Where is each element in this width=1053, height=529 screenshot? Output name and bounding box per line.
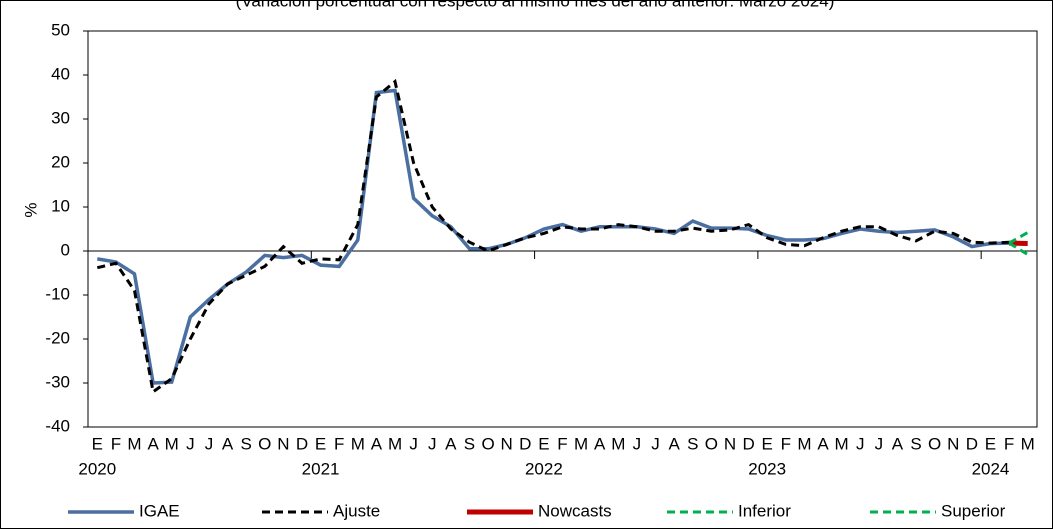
x-tick-label: N bbox=[277, 434, 289, 453]
legend-label: Superior bbox=[941, 501, 1006, 520]
series-line bbox=[97, 88, 1010, 385]
x-tick-label: A bbox=[892, 434, 904, 453]
x-tick-label: A bbox=[817, 434, 829, 453]
y-tick-label: 20 bbox=[51, 152, 70, 171]
x-tick-label: J bbox=[633, 434, 642, 453]
x-tick-label: F bbox=[111, 434, 121, 453]
x-tick-label: J bbox=[856, 434, 865, 453]
x-tick-label: J bbox=[186, 434, 195, 453]
x-tick-label: M bbox=[1021, 434, 1035, 453]
x-tick-label: S bbox=[687, 434, 698, 453]
x-tick-label: J bbox=[205, 434, 214, 453]
legend-label: Ajuste bbox=[333, 501, 380, 520]
x-tick-label: O bbox=[481, 434, 494, 453]
x-tick-label: O bbox=[258, 434, 271, 453]
x-tick-label: J bbox=[428, 434, 437, 453]
x-tick-label: O bbox=[928, 434, 941, 453]
x-group-label: 2022 bbox=[525, 459, 563, 478]
x-tick-label: E bbox=[762, 434, 773, 453]
x-tick-label: D bbox=[742, 434, 754, 453]
x-tick-label: O bbox=[705, 434, 718, 453]
x-tick-label: F bbox=[781, 434, 791, 453]
x-tick-label: E bbox=[92, 434, 103, 453]
x-tick-label: J bbox=[409, 434, 418, 453]
x-tick-label: D bbox=[519, 434, 531, 453]
x-tick-label: A bbox=[668, 434, 680, 453]
legend-label: IGAE bbox=[139, 501, 180, 520]
x-tick-label: M bbox=[388, 434, 402, 453]
legend-label: Inferior bbox=[738, 501, 791, 520]
x-tick-label: E bbox=[315, 434, 326, 453]
y-tick-label: -20 bbox=[45, 328, 70, 347]
x-tick-label: N bbox=[724, 434, 736, 453]
plot-border bbox=[87, 30, 1038, 428]
x-group-label: 2023 bbox=[748, 459, 786, 478]
x-tick-label: D bbox=[296, 434, 308, 453]
x-tick-label: A bbox=[222, 434, 234, 453]
y-axis-label: % bbox=[21, 202, 40, 217]
series-line bbox=[1008, 231, 1029, 245]
x-tick-label: F bbox=[334, 434, 344, 453]
y-tick-label: 30 bbox=[51, 108, 70, 127]
x-tick-label: M bbox=[835, 434, 849, 453]
x-tick-label: J bbox=[651, 434, 660, 453]
x-tick-label: S bbox=[464, 434, 475, 453]
legend-label: Nowcasts bbox=[538, 501, 612, 520]
x-tick-label: M bbox=[127, 434, 141, 453]
x-tick-label: A bbox=[594, 434, 606, 453]
x-tick-label: A bbox=[371, 434, 383, 453]
x-tick-label: F bbox=[557, 434, 567, 453]
x-group-label: 2024 bbox=[972, 459, 1010, 478]
y-tick-label: 50 bbox=[51, 20, 70, 39]
x-tick-label: M bbox=[165, 434, 179, 453]
x-tick-label: S bbox=[240, 434, 251, 453]
x-tick-label: M bbox=[611, 434, 625, 453]
x-tick-label: F bbox=[1004, 434, 1014, 453]
x-tick-label: E bbox=[985, 434, 996, 453]
y-tick-label: -10 bbox=[45, 284, 70, 303]
x-tick-label: J bbox=[875, 434, 884, 453]
x-tick-label: S bbox=[910, 434, 921, 453]
x-group-label: 2020 bbox=[78, 459, 116, 478]
x-group-label: 2021 bbox=[302, 459, 340, 478]
series-line bbox=[1008, 241, 1029, 256]
y-tick-label: -40 bbox=[45, 416, 70, 435]
series-line bbox=[96, 78, 1010, 395]
x-tick-label: A bbox=[147, 434, 159, 453]
chart-subtitle: (Variación porcentual con respecto al mi… bbox=[236, 0, 835, 10]
x-tick-label: A bbox=[445, 434, 457, 453]
y-tick-label: 0 bbox=[61, 240, 70, 259]
y-tick-label: 10 bbox=[51, 196, 70, 215]
x-tick-label: E bbox=[538, 434, 549, 453]
x-tick-label: N bbox=[501, 434, 513, 453]
x-tick-label: M bbox=[797, 434, 811, 453]
x-tick-label: N bbox=[947, 434, 959, 453]
y-tick-label: -30 bbox=[45, 372, 70, 391]
y-tick-label: 40 bbox=[51, 64, 70, 83]
x-tick-label: D bbox=[966, 434, 978, 453]
x-tick-label: M bbox=[574, 434, 588, 453]
x-tick-label: M bbox=[351, 434, 365, 453]
